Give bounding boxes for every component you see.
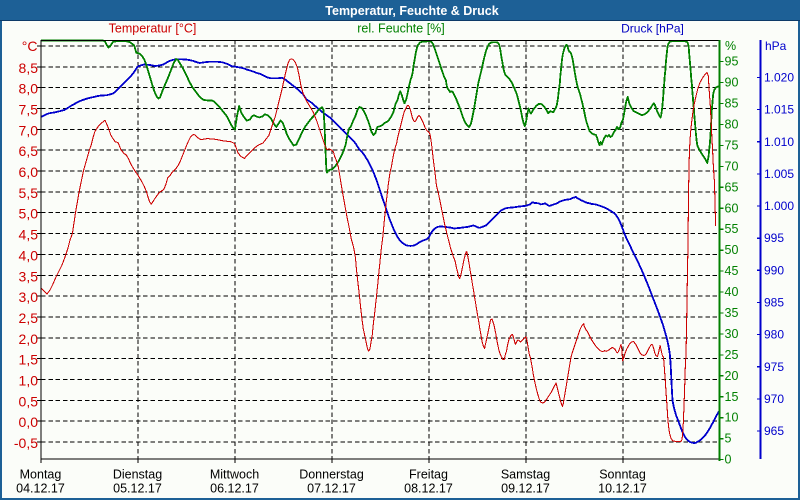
svg-text:Sonntag: Sonntag <box>599 468 646 482</box>
svg-text:20: 20 <box>725 369 739 383</box>
svg-text:90: 90 <box>725 76 739 90</box>
svg-text:0,0: 0,0 <box>19 414 39 430</box>
svg-text:08.12.17: 08.12.17 <box>404 482 453 496</box>
svg-text:975: 975 <box>764 360 784 374</box>
svg-text:8,5: 8,5 <box>19 60 39 76</box>
svg-text:1,0: 1,0 <box>19 373 39 389</box>
svg-text:10.12.17: 10.12.17 <box>598 482 647 496</box>
svg-text:Samstag: Samstag <box>501 468 550 482</box>
svg-text:7,5: 7,5 <box>19 102 39 118</box>
svg-text:rel. Feuchte [%]: rel. Feuchte [%] <box>357 22 445 36</box>
svg-text:990: 990 <box>764 263 784 277</box>
svg-text:5,0: 5,0 <box>19 206 39 222</box>
svg-text:Montag: Montag <box>20 468 62 482</box>
svg-text:10: 10 <box>725 411 739 425</box>
svg-text:0: 0 <box>725 453 732 467</box>
svg-text:Freitag: Freitag <box>409 468 448 482</box>
svg-text:09.12.17: 09.12.17 <box>501 482 550 496</box>
svg-text:95: 95 <box>725 55 739 69</box>
svg-text:65: 65 <box>725 180 739 194</box>
svg-text:04.12.17: 04.12.17 <box>16 482 65 496</box>
svg-text:Dienstag: Dienstag <box>113 468 162 482</box>
svg-text:Mittwoch: Mittwoch <box>210 468 259 482</box>
svg-text:8,0: 8,0 <box>19 81 39 97</box>
svg-text:6,0: 6,0 <box>19 164 39 180</box>
svg-text:1.005: 1.005 <box>764 167 794 181</box>
svg-text:35: 35 <box>725 306 739 320</box>
svg-text:50: 50 <box>725 243 739 257</box>
svg-text:Temperatur [°C]: Temperatur [°C] <box>109 22 197 36</box>
svg-text:2,0: 2,0 <box>19 331 39 347</box>
svg-text:985: 985 <box>764 296 784 310</box>
svg-text:15: 15 <box>725 390 739 404</box>
svg-text:5,5: 5,5 <box>19 185 39 201</box>
svg-text:30: 30 <box>725 327 739 341</box>
svg-text:07.12.17: 07.12.17 <box>307 482 356 496</box>
svg-text:Donnerstag: Donnerstag <box>299 468 364 482</box>
svg-text:1.010: 1.010 <box>764 135 794 149</box>
svg-text:7,0: 7,0 <box>19 122 39 138</box>
svg-text:55: 55 <box>725 222 739 236</box>
svg-text:3,5: 3,5 <box>19 268 39 284</box>
svg-text:970: 970 <box>764 392 784 406</box>
svg-text:995: 995 <box>764 231 784 245</box>
svg-text:5: 5 <box>725 432 732 446</box>
svg-text:6,5: 6,5 <box>19 143 39 159</box>
svg-text:980: 980 <box>764 328 784 342</box>
svg-text:75: 75 <box>725 138 739 152</box>
svg-text:25: 25 <box>725 348 739 362</box>
svg-text:1.020: 1.020 <box>764 71 794 85</box>
svg-text:60: 60 <box>725 201 739 215</box>
svg-text:06.12.17: 06.12.17 <box>210 482 259 496</box>
svg-text:1.015: 1.015 <box>764 103 794 117</box>
svg-text:Druck [hPa]: Druck [hPa] <box>621 22 684 36</box>
svg-text:°C: °C <box>22 38 38 54</box>
svg-text:85: 85 <box>725 97 739 111</box>
svg-text:hPa: hPa <box>765 39 787 53</box>
svg-text:3,0: 3,0 <box>19 289 39 305</box>
svg-text:1,5: 1,5 <box>19 352 39 368</box>
svg-text:4,5: 4,5 <box>19 227 39 243</box>
svg-text:45: 45 <box>725 264 739 278</box>
svg-text:965: 965 <box>764 424 784 438</box>
svg-text:4,0: 4,0 <box>19 247 39 263</box>
svg-text:40: 40 <box>725 285 739 299</box>
svg-text:%: % <box>725 39 736 53</box>
svg-text:1.000: 1.000 <box>764 199 794 213</box>
svg-text:80: 80 <box>725 118 739 132</box>
svg-text:0,5: 0,5 <box>19 393 39 409</box>
svg-text:05.12.17: 05.12.17 <box>113 482 162 496</box>
svg-text:-0,5: -0,5 <box>14 435 38 451</box>
svg-text:70: 70 <box>725 159 739 173</box>
svg-text:2,5: 2,5 <box>19 310 39 326</box>
svg-text:Temperatur, Feuchte & Druck: Temperatur, Feuchte & Druck <box>325 4 498 18</box>
